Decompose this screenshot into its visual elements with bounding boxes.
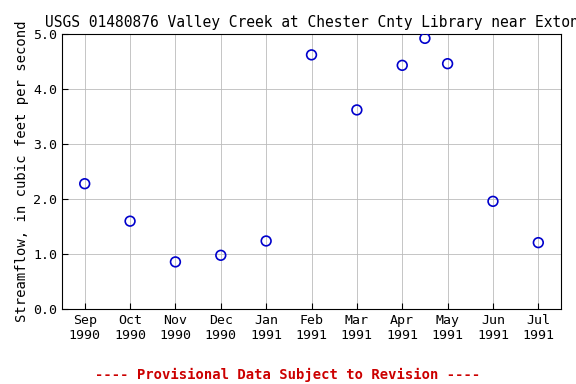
Title: USGS 01480876 Valley Creek at Chester Cnty Library near Exton: USGS 01480876 Valley Creek at Chester Cn… (44, 15, 576, 30)
Point (216, 252, 225, 258)
Point (126, 218, 135, 224)
Point (171, 259, 180, 265)
Point (534, 240, 543, 246)
Point (420, 35, 430, 41)
Point (307, 52, 316, 58)
Point (262, 238, 271, 244)
Y-axis label: Streamflow, in cubic feet per second: Streamflow, in cubic feet per second (15, 21, 29, 322)
Point (443, 61, 452, 67)
Point (353, 107, 362, 113)
Point (488, 198, 498, 204)
Point (80, 180, 89, 187)
Text: ---- Provisional Data Subject to Revision ----: ---- Provisional Data Subject to Revisio… (96, 368, 480, 382)
Point (397, 62, 407, 68)
